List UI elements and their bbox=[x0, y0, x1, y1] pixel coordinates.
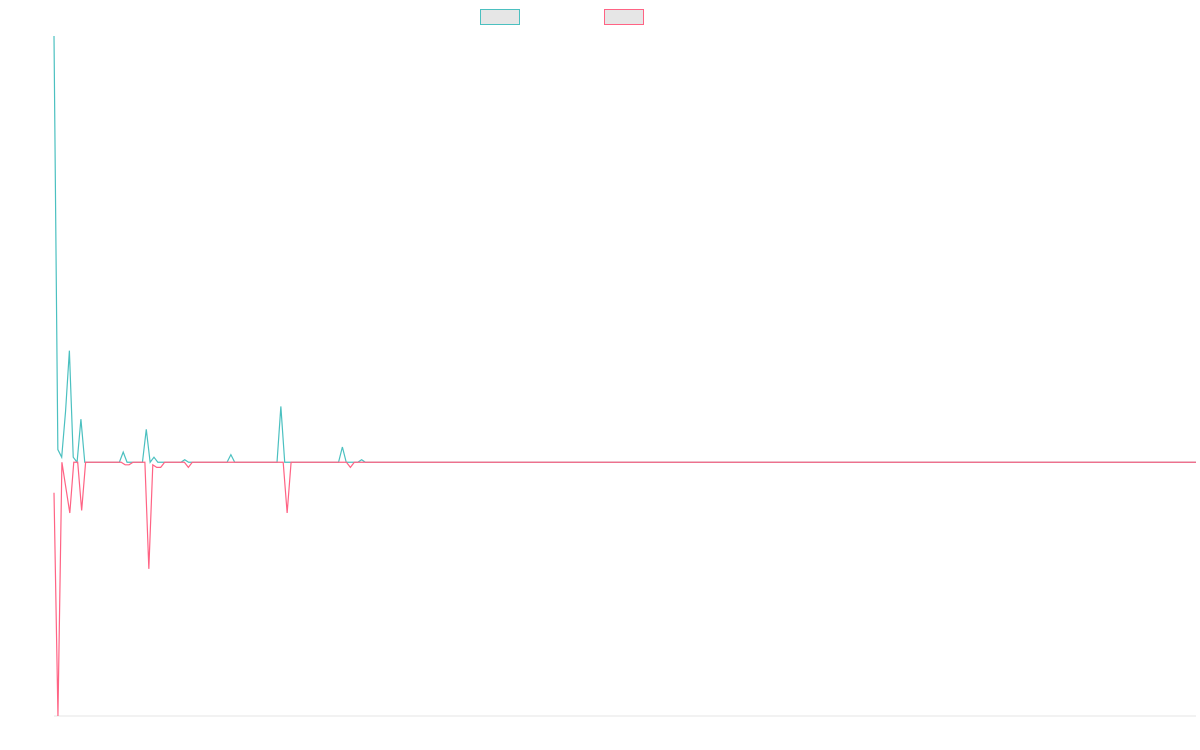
legend-swatch-2 bbox=[604, 9, 644, 25]
legend-swatch-1 bbox=[480, 9, 520, 25]
legend-item-2[interactable] bbox=[604, 9, 644, 27]
legend-item-1[interactable] bbox=[480, 9, 520, 27]
series-line-1 bbox=[53, 35, 1196, 464]
legend bbox=[0, 9, 1200, 27]
series-line-2 bbox=[53, 461, 1196, 717]
